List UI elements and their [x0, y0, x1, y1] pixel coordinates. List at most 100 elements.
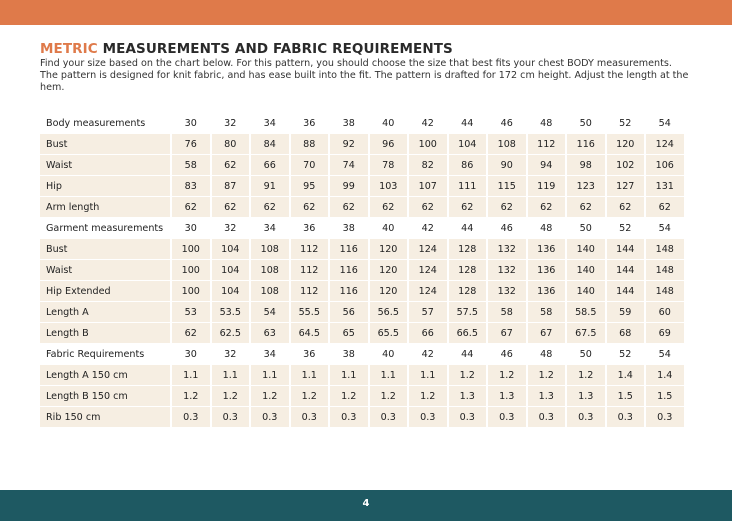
cell: 40	[369, 113, 407, 133]
cell: 53.5	[211, 302, 249, 322]
cell: 0.3	[290, 407, 328, 427]
cell: 1.2	[251, 386, 289, 406]
cell: 66.5	[448, 323, 486, 343]
cell: 62	[172, 197, 210, 217]
cell: 131	[646, 176, 684, 196]
cell: 1.1	[369, 365, 407, 385]
cell: 40	[369, 218, 407, 238]
cell: 42	[409, 113, 447, 133]
top-bar	[0, 0, 732, 25]
cell: 144	[606, 281, 644, 301]
cell: 44	[448, 113, 486, 133]
cell: 95	[290, 176, 328, 196]
cell: 87	[211, 176, 249, 196]
cell: 56	[330, 302, 368, 322]
cell: 0.3	[211, 407, 249, 427]
cell: 120	[369, 260, 407, 280]
section-header-row: Fabric Requirements 30 32 34 36 38 40 42 44 46 48 5…	[40, 344, 684, 364]
cell: 52	[606, 344, 644, 364]
cell: 48	[527, 344, 565, 364]
table-row: Bust 100 104 108 112 116 120 124 128 132 136 140 144…	[40, 239, 684, 259]
table-row: Waist 100 104 108 112 116 120 124 128 132 136 140 14…	[40, 260, 684, 280]
cell: 0.3	[330, 407, 368, 427]
cell: 30	[172, 344, 210, 364]
cell: 1.2	[488, 365, 526, 385]
cell: 1.2	[567, 365, 605, 385]
cell: 98	[567, 155, 605, 175]
cell: 1.1	[211, 365, 249, 385]
title: METRIC MEASUREMENTS AND FABRIC REQUIREME…	[40, 41, 453, 57]
cell: 1.2	[211, 386, 249, 406]
cell: 44	[448, 218, 486, 238]
cell: 62	[211, 197, 249, 217]
cell: 112	[290, 239, 328, 259]
cell: 38	[330, 113, 368, 133]
cell: 60	[646, 302, 684, 322]
cell: 111	[448, 176, 486, 196]
cell: 70	[290, 155, 328, 175]
cell: 132	[488, 239, 526, 259]
cell: 62	[211, 155, 249, 175]
row-label: Body measurements	[40, 113, 170, 133]
table-row: Hip 83 87 91 95 99 103 107 111 115 119 123 127 131	[40, 176, 684, 196]
cell: 52	[606, 113, 644, 133]
cell: 127	[606, 176, 644, 196]
cell: 65.5	[369, 323, 407, 343]
cell: 74	[330, 155, 368, 175]
row-label: Length B 150 cm	[40, 386, 170, 406]
cell: 123	[567, 176, 605, 196]
cell: 128	[448, 281, 486, 301]
cell: 65	[330, 323, 368, 343]
cell: 1.3	[567, 386, 605, 406]
cell: 1.2	[527, 365, 565, 385]
cell: 1.2	[290, 386, 328, 406]
title-text: MEASUREMENTS AND FABRIC REQUIREMENTS	[102, 41, 453, 57]
cell: 0.3	[251, 407, 289, 427]
cell: 120	[606, 134, 644, 154]
cell: 52	[606, 218, 644, 238]
table-row: Waist 58 62 66 70 74 78 82 86 90 94 98 102 106	[40, 155, 684, 175]
cell: 107	[409, 176, 447, 196]
cell: 67	[527, 323, 565, 343]
cell: 82	[409, 155, 447, 175]
cell: 103	[369, 176, 407, 196]
cell: 58	[172, 155, 210, 175]
cell: 46	[488, 113, 526, 133]
cell: 32	[211, 344, 249, 364]
cell: 104	[211, 260, 249, 280]
cell: 54	[646, 344, 684, 364]
cell: 0.3	[369, 407, 407, 427]
cell: 30	[172, 113, 210, 133]
cell: 1.1	[409, 365, 447, 385]
row-label: Waist	[40, 155, 170, 175]
cell: 112	[290, 281, 328, 301]
table-row: Bust 76 80 84 88 92 96 100 104 108 112 116 120 124	[40, 134, 684, 154]
cell: 0.3	[606, 407, 644, 427]
cell: 148	[646, 239, 684, 259]
cell: 128	[448, 239, 486, 259]
cell: 124	[646, 134, 684, 154]
cell: 0.3	[527, 407, 565, 427]
cell: 78	[369, 155, 407, 175]
cell: 62	[606, 197, 644, 217]
cell: 90	[488, 155, 526, 175]
row-label: Bust	[40, 239, 170, 259]
cell: 86	[448, 155, 486, 175]
cell: 116	[330, 281, 368, 301]
cell: 1.1	[251, 365, 289, 385]
cell: 120	[369, 281, 407, 301]
cell: 56.5	[369, 302, 407, 322]
cell: 104	[448, 134, 486, 154]
cell: 1.5	[606, 386, 644, 406]
cell: 112	[527, 134, 565, 154]
cell: 58	[488, 302, 526, 322]
row-label: Waist	[40, 260, 170, 280]
cell: 1.1	[290, 365, 328, 385]
cell: 108	[251, 260, 289, 280]
cell: 66	[409, 323, 447, 343]
cell: 54	[646, 113, 684, 133]
cell: 48	[527, 218, 565, 238]
cell: 124	[409, 260, 447, 280]
cell: 136	[527, 239, 565, 259]
